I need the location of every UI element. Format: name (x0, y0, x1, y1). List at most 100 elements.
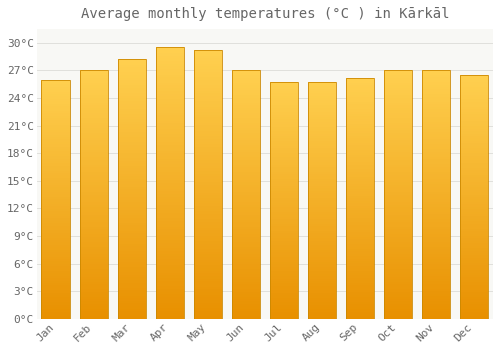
Bar (308, 155, 336, 158)
Bar (460, 229, 488, 231)
Bar (308, 205, 336, 207)
Bar (194, 284, 222, 287)
Bar (346, 143, 374, 145)
Bar (422, 94, 450, 97)
Bar (384, 128, 412, 130)
Bar (80, 78, 108, 80)
Bar (384, 120, 412, 122)
Bar (194, 241, 222, 244)
Bar (422, 284, 450, 286)
Bar (156, 210, 184, 213)
Bar (270, 226, 298, 229)
Bar (422, 194, 450, 197)
Bar (460, 153, 488, 155)
Bar (232, 120, 260, 122)
Bar (42, 257, 70, 259)
Bar (460, 141, 488, 144)
Bar (118, 210, 146, 212)
Bar (422, 177, 450, 179)
Bar (194, 306, 222, 308)
Bar (118, 83, 146, 85)
Bar (384, 242, 412, 244)
Bar (346, 290, 374, 292)
Bar (270, 91, 298, 93)
Bar (118, 130, 146, 132)
Bar (270, 219, 298, 222)
Bar (346, 234, 374, 237)
Bar (194, 246, 222, 249)
Bar (194, 72, 222, 75)
Bar (384, 292, 412, 294)
Bar (308, 212, 336, 215)
Bar (194, 141, 222, 144)
Bar (232, 192, 260, 195)
Bar (308, 309, 336, 312)
Bar (308, 105, 336, 107)
Bar (422, 274, 450, 276)
Bar (384, 279, 412, 282)
Bar (118, 176, 146, 179)
Bar (80, 224, 108, 227)
Bar (308, 274, 336, 276)
Bar (346, 227, 374, 230)
Bar (460, 114, 488, 117)
Bar (308, 129, 336, 131)
Bar (460, 195, 488, 197)
Bar (384, 190, 412, 192)
Bar (156, 292, 184, 294)
Bar (156, 134, 184, 137)
Bar (270, 150, 298, 153)
Bar (232, 105, 260, 108)
Bar (422, 187, 450, 189)
Bar (42, 159, 70, 161)
Bar (80, 158, 108, 160)
Bar (308, 229, 336, 231)
Bar (422, 124, 450, 127)
Bar (42, 125, 70, 127)
Bar (384, 207, 412, 210)
Bar (460, 202, 488, 204)
Bar (346, 85, 374, 88)
Bar (42, 302, 70, 304)
Bar (80, 165, 108, 167)
Bar (118, 60, 146, 62)
Bar (460, 99, 488, 102)
Bar (118, 158, 146, 161)
Bar (42, 283, 70, 285)
Bar (118, 280, 146, 282)
Bar (232, 242, 260, 244)
Bar (42, 290, 70, 293)
Bar (232, 307, 260, 309)
Bar (384, 232, 412, 234)
Bar (194, 193, 222, 195)
Bar (42, 96, 70, 99)
Bar (118, 181, 146, 184)
Bar (384, 316, 412, 319)
Bar (384, 224, 412, 227)
Bar (384, 274, 412, 276)
Bar (118, 189, 146, 192)
Bar (42, 312, 70, 314)
Bar (270, 252, 298, 255)
Bar (308, 117, 336, 119)
Bar (118, 106, 146, 109)
Bar (156, 172, 184, 175)
Bar (460, 214, 488, 217)
Bar (270, 257, 298, 260)
Bar (80, 195, 108, 197)
Bar (384, 269, 412, 272)
Bar (460, 309, 488, 312)
Bar (118, 168, 146, 171)
Bar (270, 309, 298, 312)
Bar (346, 148, 374, 150)
Bar (42, 127, 70, 130)
Bar (346, 300, 374, 302)
Bar (460, 92, 488, 94)
Bar (80, 120, 108, 122)
Bar (80, 249, 108, 252)
Bar (422, 149, 450, 152)
Bar (384, 202, 412, 205)
Bar (384, 130, 412, 133)
Bar (156, 224, 184, 226)
Bar (80, 130, 108, 133)
